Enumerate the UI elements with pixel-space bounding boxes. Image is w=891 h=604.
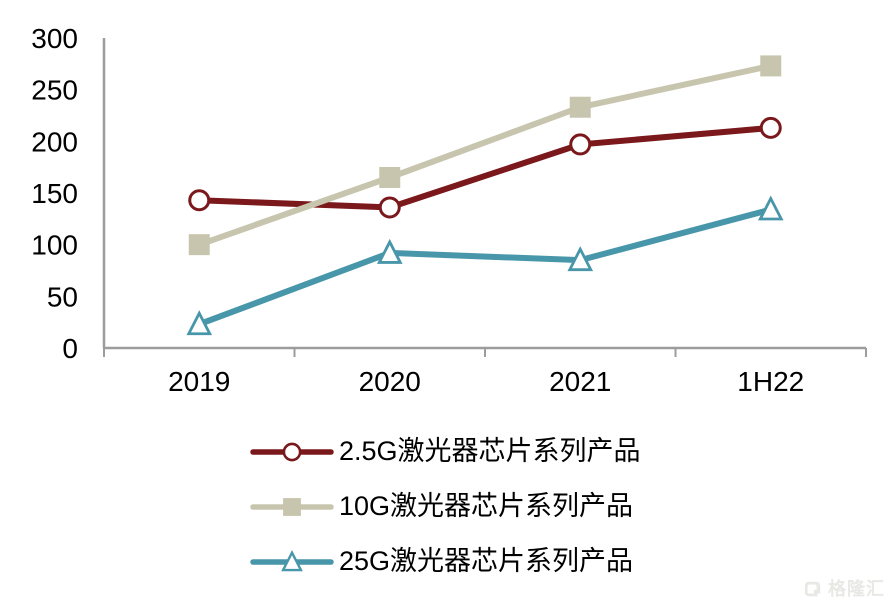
data-point-marker-triangle [376, 238, 403, 264]
data-point-marker-circle [759, 116, 782, 139]
data-point-marker-square [760, 55, 782, 77]
legend-item-2-5g: 2.5G激光器芯片系列产品 [250, 424, 641, 479]
data-point-marker-triangle [281, 549, 303, 571]
gelonghui-logo-icon [804, 581, 821, 597]
x-tick-label: 2020 [359, 366, 421, 397]
x-tick-label: 2019 [168, 366, 230, 397]
legend-line-square-icon [250, 497, 334, 516]
data-point-marker-triangle [757, 195, 784, 221]
legend-item-25g: 25G激光器芯片系列产品 [250, 534, 641, 589]
series-line [198, 62, 772, 248]
y-tick-label: 250 [31, 75, 78, 106]
y-tick-label: 200 [31, 126, 78, 157]
data-point-marker-triangle [186, 310, 213, 336]
series-line [199, 124, 772, 211]
data-point-marker-square [569, 96, 591, 118]
chart-legend: 2.5G激光器芯片系列产品 10G激光器芯片系列产品 25G激光器芯片系列产品 [250, 424, 641, 589]
series-line [198, 206, 772, 328]
legend-item-10g: 10G激光器芯片系列产品 [250, 479, 641, 534]
data-point-marker-circle [282, 442, 302, 461]
y-tick-label: 300 [31, 23, 78, 54]
legend-label-10g: 10G激光器芯片系列产品 [339, 491, 634, 521]
y-tick-label: 0 [62, 333, 78, 364]
data-point-marker-square [283, 497, 301, 516]
x-tick-label: 2021 [549, 366, 611, 397]
data-point-marker-square [379, 167, 401, 188]
gelonghui-watermark: 格隆汇 [803, 579, 885, 599]
x-tick-label: 1H22 [737, 366, 804, 397]
line-chart-plot-area: 0 50 100 150 200 250 300 2019 2020 2021 1H22 [31, 23, 867, 397]
data-point-marker-circle [188, 189, 211, 212]
legend-label-2-5g: 2.5G激光器芯片系列产品 [339, 436, 641, 466]
data-point-marker-triangle [567, 246, 594, 272]
y-tick-label: 50 [47, 281, 78, 312]
legend-label-25g: 25G激光器芯片系列产品 [339, 546, 634, 576]
legend-line-circle-icon [250, 442, 334, 461]
legend-line-triangle-icon [250, 549, 334, 571]
data-point-marker-circle [378, 196, 401, 219]
data-point-marker-square [188, 234, 210, 256]
watermark-text: 格隆汇 [828, 579, 885, 599]
y-tick-label: 150 [31, 178, 78, 209]
data-point-marker-circle [569, 133, 592, 156]
y-tick-label: 100 [31, 230, 78, 261]
